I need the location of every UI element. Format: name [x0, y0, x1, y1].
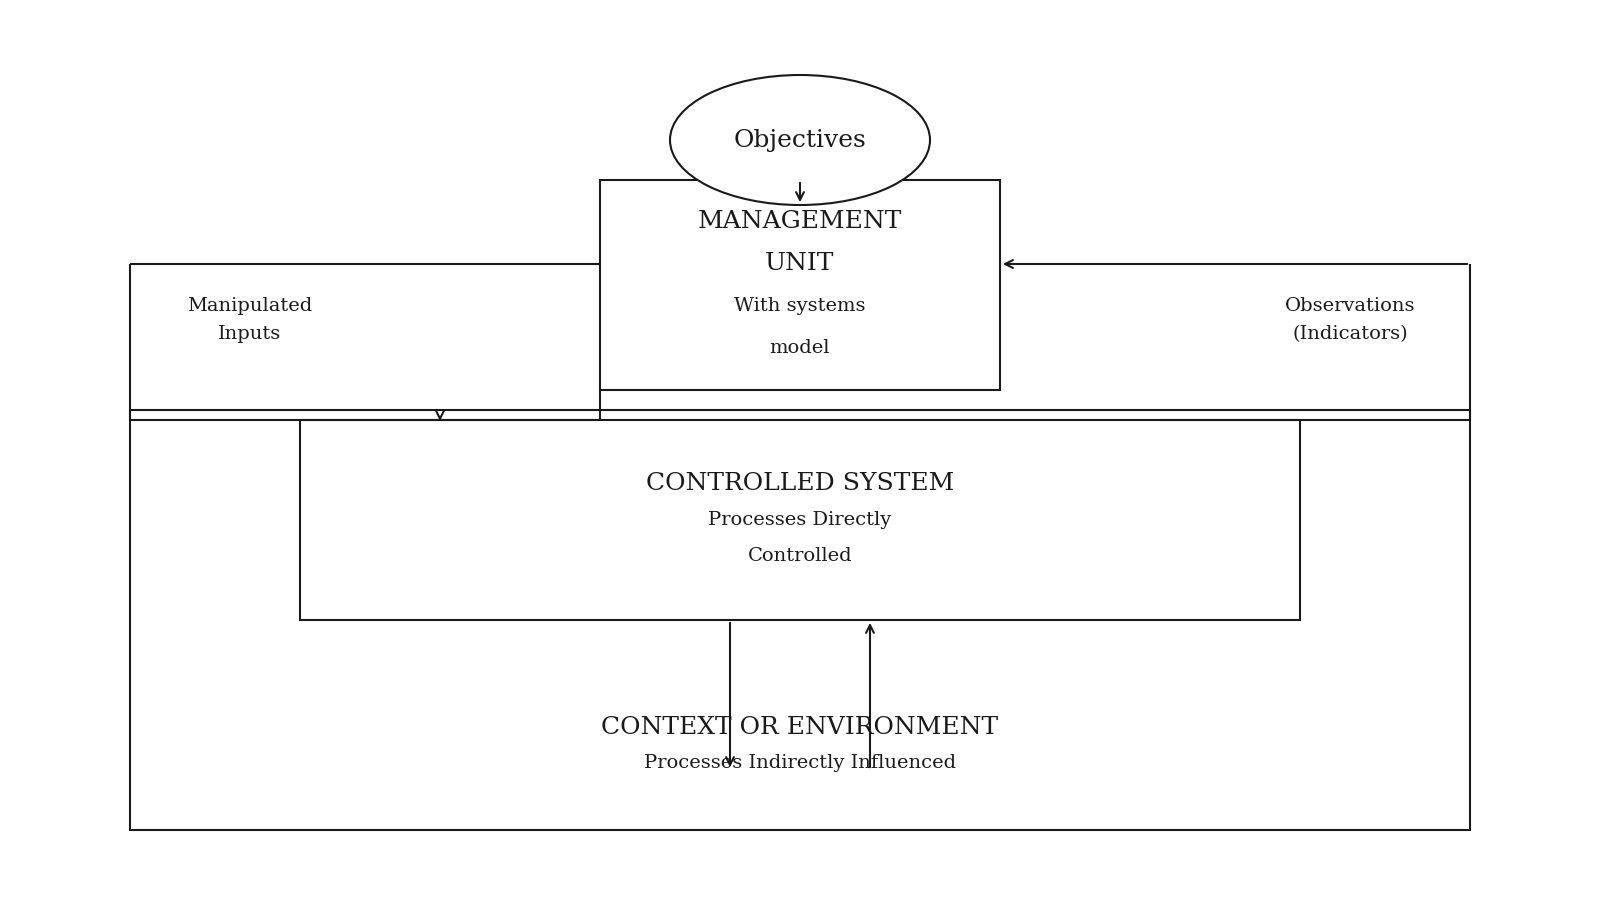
Text: Manipulated: Manipulated: [187, 297, 312, 315]
Bar: [301, 420, 1299, 620]
Text: Controlled: Controlled: [747, 547, 853, 565]
Text: CONTEXT OR ENVIRONMENT: CONTEXT OR ENVIRONMENT: [602, 716, 998, 739]
Ellipse shape: [670, 75, 930, 205]
Text: Observations: Observations: [1285, 297, 1416, 315]
Text: Inputs: Inputs: [218, 325, 282, 343]
Text: Objectives: Objectives: [734, 129, 866, 151]
Text: CONTROLLED SYSTEM: CONTROLLED SYSTEM: [646, 472, 954, 496]
Bar: [600, 180, 1000, 390]
Text: (Indicators): (Indicators): [1293, 325, 1408, 343]
Text: UNIT: UNIT: [765, 253, 835, 275]
Bar: [130, 410, 1470, 830]
Text: model: model: [770, 339, 830, 357]
Text: Processes Directly: Processes Directly: [709, 511, 891, 529]
Text: With systems: With systems: [734, 297, 866, 315]
Text: Processes Indirectly Influenced: Processes Indirectly Influenced: [643, 754, 957, 772]
Text: MANAGEMENT: MANAGEMENT: [698, 211, 902, 233]
